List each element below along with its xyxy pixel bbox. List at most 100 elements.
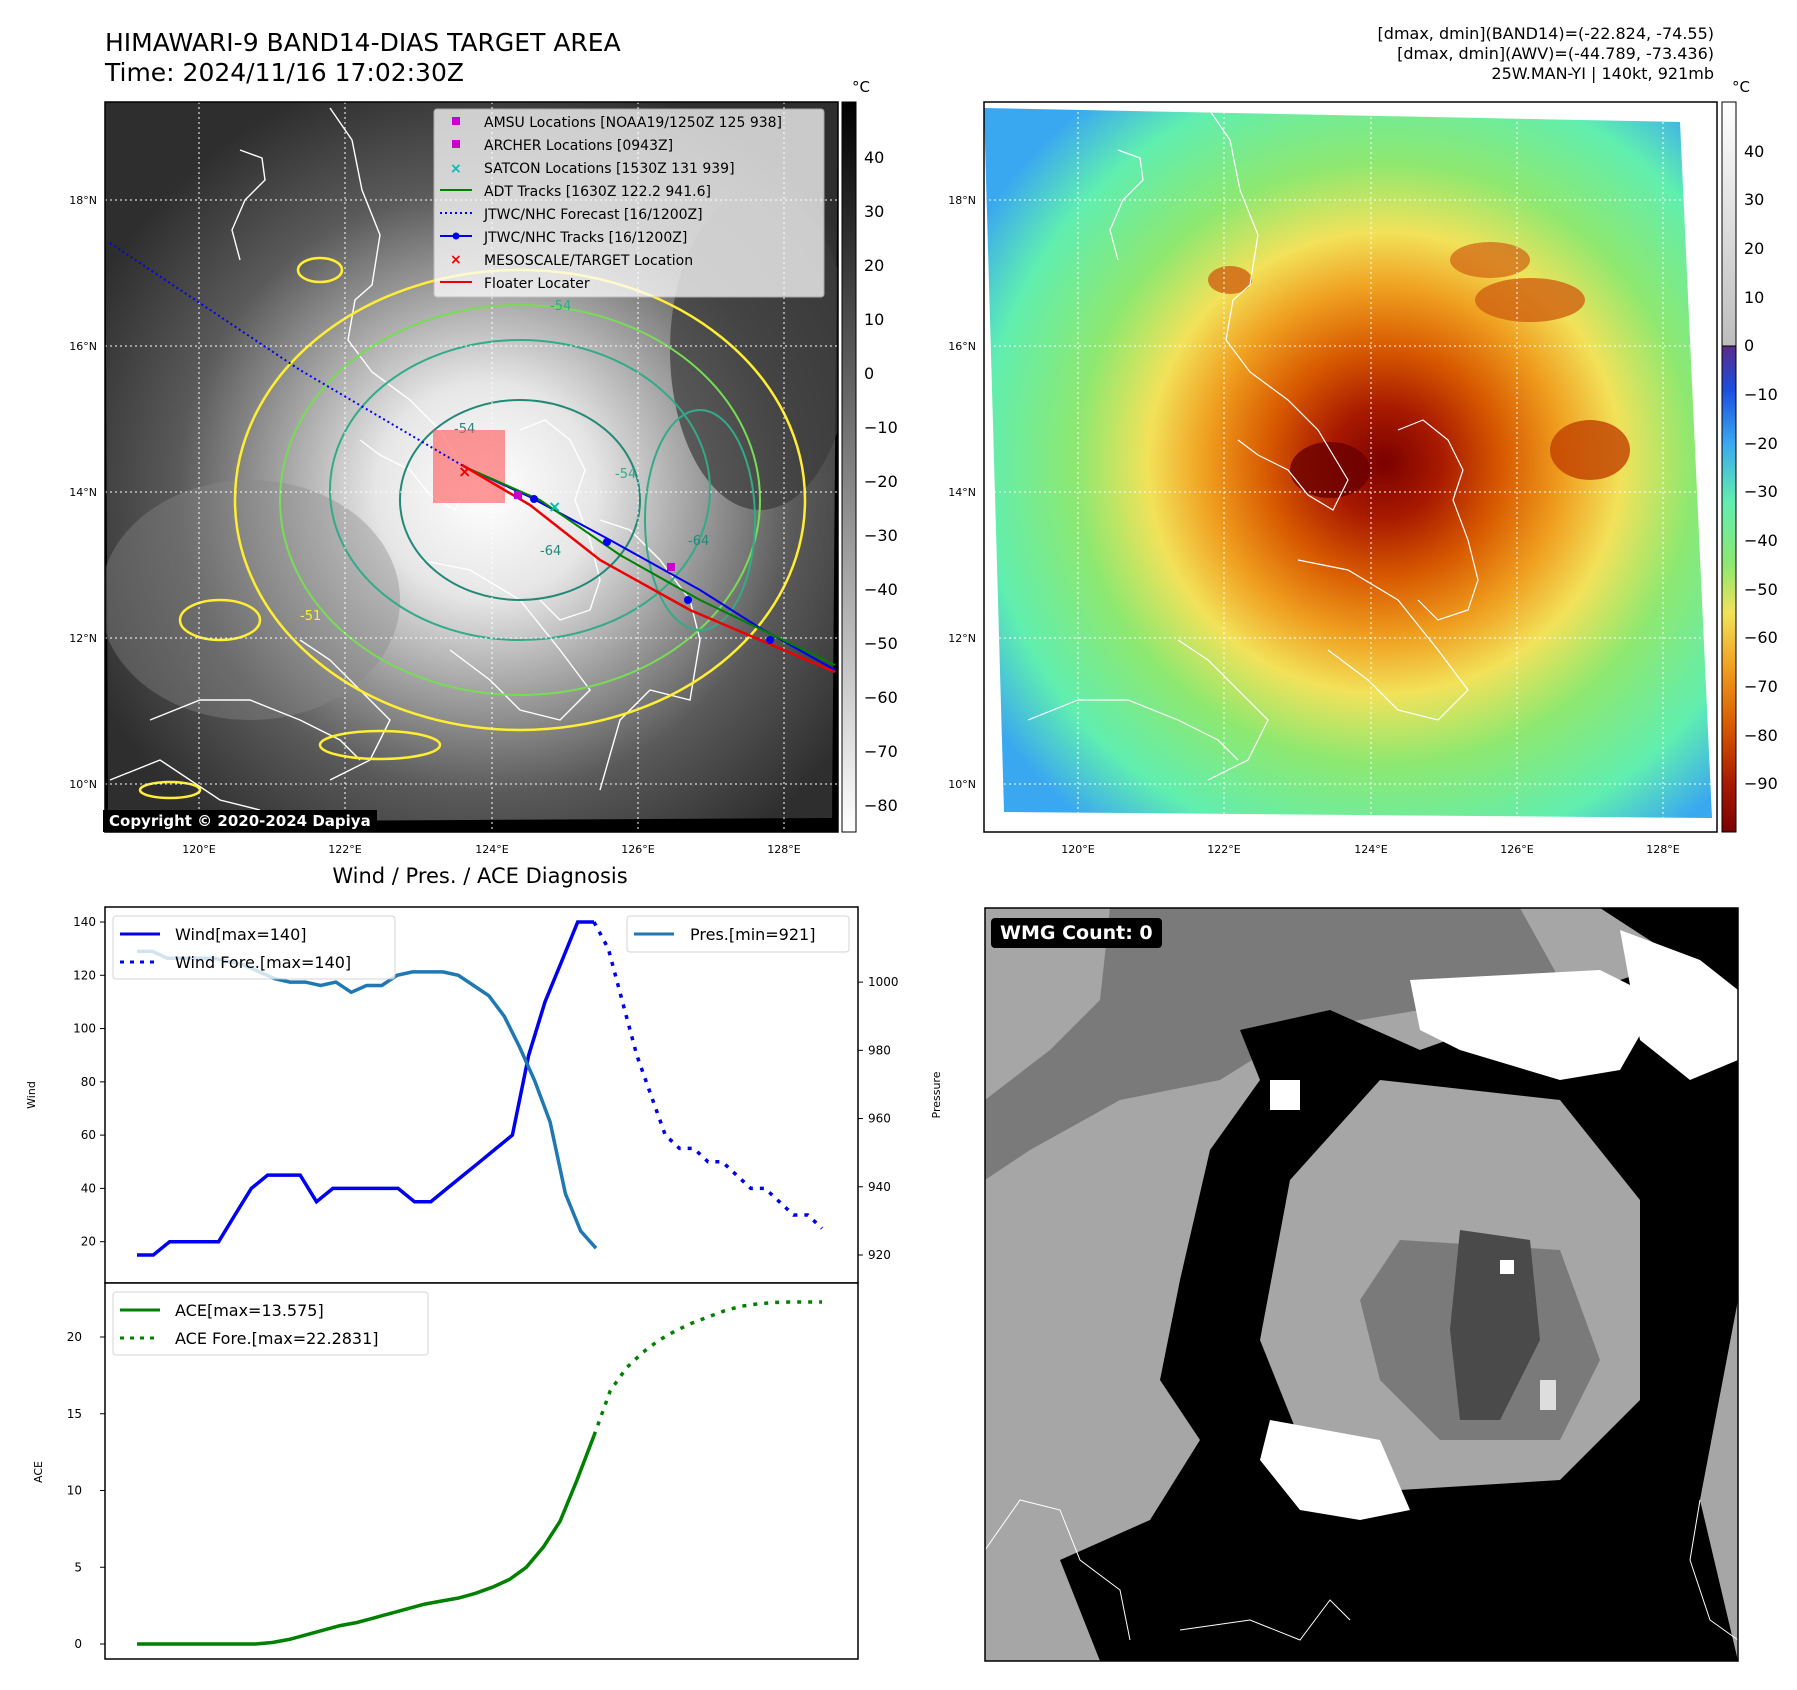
colorbar-tick: −60 xyxy=(864,688,898,707)
map-gridlines xyxy=(984,102,1717,832)
amsu-location-marker xyxy=(514,491,522,499)
colorbar-tick: −50 xyxy=(1744,580,1778,599)
ace-tick-label: 15 xyxy=(67,1407,82,1421)
colorbar-tick: −50 xyxy=(864,634,898,653)
info-line-3: 25W.MAN-YI | 140kt, 921mb xyxy=(1491,64,1714,83)
colorbar-tick: −60 xyxy=(1744,628,1778,647)
mesoscale-target-marker: × xyxy=(458,462,471,481)
lat-label: 10°N xyxy=(69,778,97,791)
colorbar-tick: 40 xyxy=(1744,142,1764,161)
lon-label: 128°E xyxy=(1646,843,1679,856)
lat-label: 18°N xyxy=(69,194,97,207)
wind-line xyxy=(137,920,594,1257)
colorbar-tick: 30 xyxy=(864,202,884,221)
colorbar-tick: −90 xyxy=(1744,774,1778,793)
pressure-tick-label: 920 xyxy=(868,1248,891,1262)
lat-label: 12°N xyxy=(69,632,97,645)
left-map-lon-labels: 120°E 122°E 124°E 126°E 128°E xyxy=(182,843,800,856)
right-map-frame xyxy=(983,101,1718,833)
coastlines xyxy=(1027,107,1479,781)
floater-locater-track xyxy=(461,463,836,674)
lon-label: 126°E xyxy=(621,843,654,856)
right-colorbar-ticks: 40 30 20 10 0 −10 −20 −30 −40 −50 −60 −7… xyxy=(1744,142,1778,793)
colorbar-tick: 10 xyxy=(864,310,884,329)
legend-archer-swatch xyxy=(452,140,460,148)
colorbar-tick: −40 xyxy=(1744,531,1778,550)
lat-label: 18°N xyxy=(948,194,976,207)
legend-target-swatch: × xyxy=(450,252,462,268)
legend-satcon-swatch: × xyxy=(450,161,462,177)
colorbar-tick: −80 xyxy=(864,796,898,815)
wmg-coastlines xyxy=(985,1499,1738,1641)
wind-tick-label: 100 xyxy=(73,1022,96,1036)
contour-label: -54 xyxy=(615,467,636,482)
lat-label: 14°N xyxy=(69,486,97,499)
wind-axis-label: Wind xyxy=(25,1081,38,1109)
lon-label: 126°E xyxy=(1500,843,1533,856)
colorbar-tick: −70 xyxy=(864,742,898,761)
wind-tick-label: 80 xyxy=(81,1075,96,1089)
colorbar-tick: −20 xyxy=(1744,434,1778,453)
colorbar-tick: 30 xyxy=(1744,190,1764,209)
temperature-contours xyxy=(138,256,807,800)
lat-label: 10°N xyxy=(948,778,976,791)
colorbar-tick: 20 xyxy=(864,256,884,275)
left-map-lat-labels: 18°N 16°N 14°N 12°N 10°N xyxy=(69,194,97,791)
pressure-tick-label: 960 xyxy=(868,1112,891,1126)
wind-forecast-line xyxy=(592,921,824,1230)
legend-label: ADT Tracks [1630Z 122.2 941.6] xyxy=(484,184,711,200)
ace-tick-label: 10 xyxy=(67,1484,82,1498)
jtwc-forecast-track xyxy=(109,242,466,468)
wind-tick-label: 60 xyxy=(81,1128,96,1142)
enhanced-ir-map xyxy=(984,102,1717,832)
coastlines xyxy=(109,107,701,811)
colorbar-tick: 20 xyxy=(1744,239,1764,258)
storm-info: [dmax, dmin](BAND14)=(-22.824, -74.55) [… xyxy=(1378,24,1714,84)
ace-tick-label: 20 xyxy=(67,1330,82,1344)
info-line-1: [dmax, dmin](BAND14)=(-22.824, -74.55) xyxy=(1377,24,1714,43)
wind-legend: Wind[max=140] Wind Fore.[max=140] xyxy=(112,915,396,980)
wind-axis-ticks: 20 40 60 80 100 120 140 xyxy=(73,915,105,1249)
legend-ace-fore-label: ACE Fore.[max=22.2831] xyxy=(175,1329,379,1348)
colorbar-tick: 0 xyxy=(1744,336,1754,355)
legend-label: JTWC/NHC Forecast [16/1200Z] xyxy=(483,207,703,223)
pressure-tick-label: 1000 xyxy=(868,975,899,989)
contour-label: -51 xyxy=(300,609,321,624)
pressure-tick-label: 940 xyxy=(868,1180,891,1194)
right-map-lat-labels: 18°N 16°N 14°N 12°N 10°N xyxy=(948,194,976,791)
track-legend: × × AMSU Locations [NOAA19/1250Z 125 938… xyxy=(433,108,825,298)
left-colorbar xyxy=(841,101,857,833)
colorbar-tick: −30 xyxy=(864,526,898,545)
wind-tick-label: 40 xyxy=(81,1181,96,1195)
lon-label: 128°E xyxy=(767,843,800,856)
contour-label: -64 xyxy=(540,544,561,559)
wind-tick-label: 140 xyxy=(73,915,96,929)
wind-tick-label: 120 xyxy=(73,968,96,982)
title-line-2: Time: 2024/11/16 17:02:30Z xyxy=(105,58,464,87)
lat-label: 14°N xyxy=(948,486,976,499)
right-colorbar-warm xyxy=(1721,101,1737,347)
info-line-2: [dmax, dmin](AWV)=(-44.789, -73.436) xyxy=(1397,44,1714,63)
colorbar-tick: −30 xyxy=(1744,482,1778,501)
colorbar-tick: −10 xyxy=(1744,385,1778,404)
pressure-legend: Pres.[min=921] xyxy=(626,915,850,953)
legend-wind-fore-label: Wind Fore.[max=140] xyxy=(175,953,351,972)
ace-legend: ACE[max=13.575] ACE Fore.[max=22.2831] xyxy=(112,1291,429,1356)
archer-location-marker xyxy=(667,563,675,571)
lat-label: 16°N xyxy=(948,340,976,353)
legend-ace-label: ACE[max=13.575] xyxy=(175,1301,324,1320)
ace-tick-label: 0 xyxy=(74,1637,82,1651)
left-map-frame xyxy=(104,101,839,833)
ace-line xyxy=(137,1434,596,1646)
lat-label: 12°N xyxy=(948,632,976,645)
figure-title: HIMAWARI-9 BAND14-DIAS TARGET AREA Time:… xyxy=(105,28,621,88)
colorbar-tick: −80 xyxy=(1744,726,1778,745)
contour-label: -64 xyxy=(688,534,709,549)
legend-label: ARCHER Locations [0943Z] xyxy=(484,138,673,154)
mesoscale-target-box xyxy=(433,430,505,503)
satcon-location-marker: × xyxy=(548,497,561,516)
legend-label: MESOSCALE/TARGET Location xyxy=(484,253,693,269)
ace-axis-ticks: 0 5 10 15 20 xyxy=(67,1330,105,1651)
adt-track xyxy=(464,466,836,666)
